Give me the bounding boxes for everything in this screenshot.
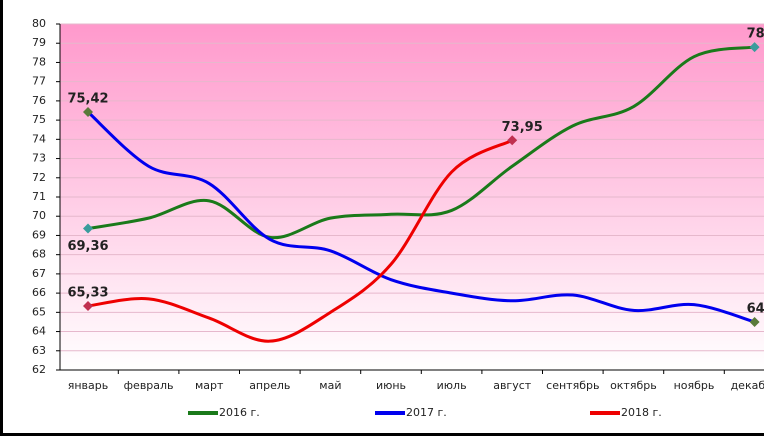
legend-label: 2016 г.	[219, 406, 260, 419]
line	[87, 45, 755, 240]
y-tick-label: 67	[32, 267, 46, 280]
marker	[83, 300, 93, 311]
y-tick-label: 77	[32, 75, 46, 88]
y-tick-label: 68	[32, 248, 46, 261]
y-tick-label: 70	[32, 209, 46, 222]
value-label: 73,95	[502, 120, 543, 135]
y-tick-label: 64	[32, 325, 46, 338]
y-tick-label: 76	[32, 94, 46, 107]
y-tick-label: 79	[32, 36, 46, 49]
x-tick-label: июнь	[376, 379, 406, 392]
y-tick-label: 62	[32, 363, 46, 376]
value-label: 65,33	[67, 285, 108, 300]
value-label: 78,8	[747, 27, 764, 42]
y-tick-label: 72	[32, 171, 46, 184]
x-tick-label: июль	[437, 379, 467, 392]
y-tick-label: 69	[32, 228, 46, 241]
y-tick-label: 80	[32, 17, 46, 30]
y-tick-label: 75	[32, 113, 46, 126]
value-label: 69,36	[67, 239, 108, 254]
y-tick-label: 73	[32, 152, 46, 165]
marker	[83, 107, 93, 118]
x-tick-label: апрель	[249, 379, 290, 392]
x-tick-label: сентябрь	[546, 379, 599, 392]
marker	[507, 135, 518, 146]
marker	[749, 42, 760, 53]
x-tick-label: декабрь	[731, 379, 764, 392]
y-tick-label: 74	[32, 132, 46, 145]
y-tick-label: 71	[32, 190, 46, 203]
legend-label: 2018 г.	[621, 406, 662, 419]
legend-label: 2017 г.	[406, 406, 447, 419]
x-tick-label: октябрь	[610, 379, 657, 392]
value-label: 64,5	[747, 301, 764, 316]
x-tick-label: февраль	[124, 379, 174, 392]
marker	[749, 316, 760, 327]
marker	[83, 223, 93, 234]
line	[86, 110, 756, 324]
y-tick-label: 66	[32, 286, 46, 299]
x-tick-label: август	[493, 379, 532, 392]
value-label: 75,42	[67, 92, 108, 107]
line	[87, 138, 513, 343]
x-tick-label: январь	[68, 379, 109, 392]
x-tick-label: май	[319, 379, 341, 392]
x-tick-label: март	[195, 379, 224, 392]
x-tick-label: ноябрь	[674, 379, 715, 392]
y-tick-label: 65	[32, 305, 46, 318]
y-tick-label: 78	[32, 55, 46, 68]
y-tick-label: 63	[32, 344, 46, 357]
